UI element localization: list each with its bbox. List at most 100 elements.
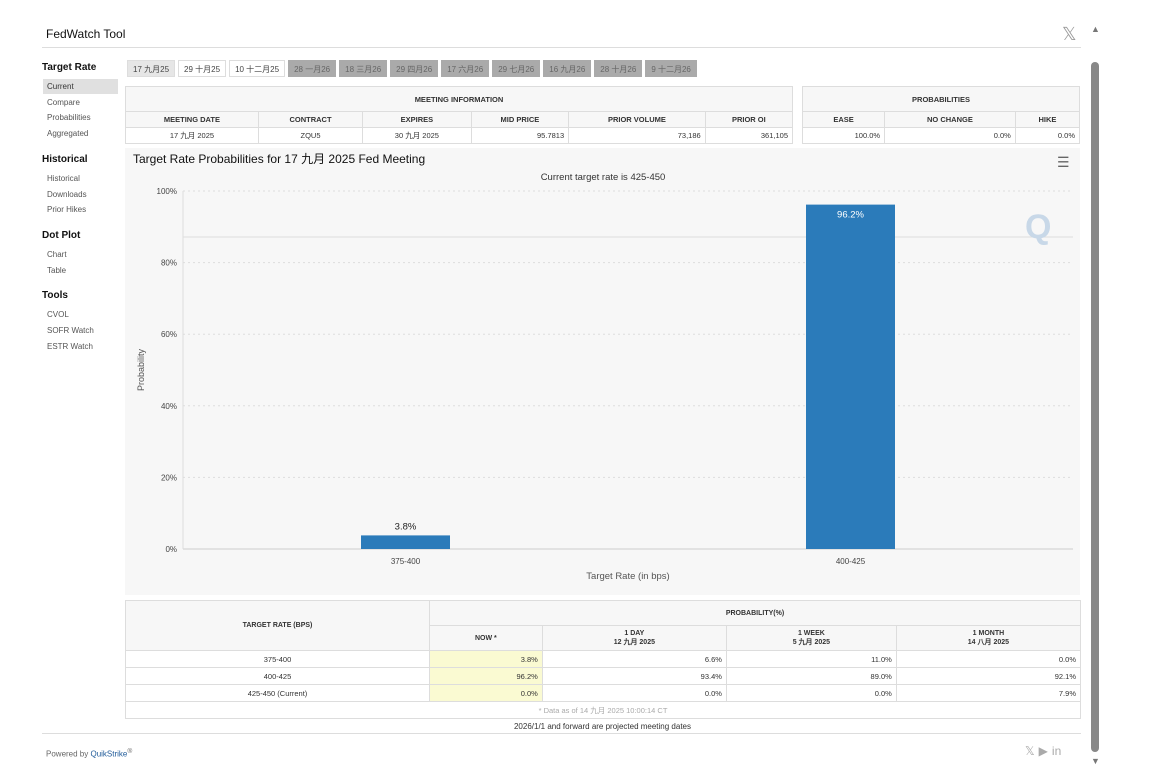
meeting-tab[interactable]: 28 十月26 (594, 60, 643, 77)
column-header: CONTRACT (257, 111, 364, 128)
table-cell: ZQU5 (257, 127, 364, 144)
table-cell: 95.7813 (470, 127, 570, 144)
prob-cell: 0.0% (725, 684, 897, 702)
chart-title: Target Rate Probabilities for 17 九月 2025… (133, 152, 425, 166)
table-cell: 0.0% (884, 127, 1016, 144)
sidebar-item-chart[interactable]: Chart (47, 249, 67, 259)
quikstrike-link[interactable]: QuikStrike (90, 749, 128, 759)
col-label: 1 DAY (624, 629, 645, 637)
rate-cell: 400-425 (125, 667, 430, 685)
probability-table: TARGET RATE (BPS) PROBABILITY(%) NOW * 1 … (125, 600, 1082, 719)
column-header: HIKE (1014, 111, 1081, 128)
prob-cell: 3.8% (429, 650, 543, 668)
prob-cell: 96.2% (429, 667, 543, 685)
watermark-q-logo: Q (1025, 208, 1051, 246)
y-tick-label: 20% (161, 473, 177, 482)
meeting-tab[interactable]: 9 十二月26 (645, 60, 697, 77)
y-tick-label: 80% (161, 259, 177, 268)
meeting-info-title: MEETING INFORMATION (125, 86, 793, 112)
meeting-tab[interactable]: 17 九月25 (127, 60, 176, 77)
sidebar-heading: Dot Plot (42, 229, 81, 241)
column-header: NOW * (429, 625, 543, 651)
y-axis-title: Probability (136, 348, 146, 391)
table-row: 375-400 3.8% 6.6% 11.0% 0.0% (125, 650, 1082, 668)
table-cell: 30 九月 2025 (362, 127, 472, 144)
x-icon[interactable]: 𝕏 (1025, 744, 1035, 758)
column-header: EXPIRES (362, 111, 472, 128)
meeting-tab[interactable]: 29 七月26 (492, 60, 541, 77)
x-logo-icon[interactable]: 𝕏 (1062, 24, 1077, 44)
y-tick-label: 60% (161, 330, 177, 339)
column-header: 1 DAY 12 九月 2025 (541, 625, 727, 651)
sidebar-item-sofr-watch[interactable]: SOFR Watch (47, 326, 94, 335)
meeting-tab[interactable]: 29 十月25 (178, 60, 227, 77)
sidebar-item-aggregated[interactable]: Aggregated (47, 129, 89, 139)
sidebar-item-current[interactable]: Current (43, 79, 118, 94)
meeting-tab[interactable]: 16 九月26 (543, 60, 592, 77)
youtube-icon[interactable]: ▶ (1038, 744, 1048, 758)
hamburger-menu-icon[interactable]: ☰ (1057, 154, 1070, 170)
y-tick-label: 100% (157, 187, 177, 196)
sidebar-item-prior-hikes[interactable]: Prior Hikes (47, 205, 87, 215)
sidebar-item-downloads[interactable]: Downloads (47, 189, 87, 199)
column-header: PRIOR VOLUME (568, 111, 706, 128)
sidebar-item-compare[interactable]: Compare (47, 97, 80, 107)
col-label: 1 WEEK (797, 629, 825, 637)
probabilities-title: PROBABILITIES (802, 86, 1080, 112)
sidebar-heading: Tools (42, 290, 68, 302)
sidebar-item-historical[interactable]: Historical (47, 173, 80, 183)
table-cell: 17 九月 2025 (125, 127, 259, 144)
table-row: 400-425 96.2% 93.4% 89.0% 92.1% (125, 667, 1082, 685)
sidebar-item-table[interactable]: Table (47, 265, 67, 275)
column-header: MID PRICE (470, 111, 570, 128)
column-header: 1 WEEK 5 九月 2025 (725, 625, 897, 651)
prob-cell: 7.9% (895, 684, 1082, 702)
prob-cell: 0.0% (541, 684, 727, 702)
chart-subtitle: Current target rate is 425-450 (541, 172, 666, 183)
sidebar-heading: Target Rate (42, 62, 97, 73)
column-header: NO CHANGE (884, 111, 1016, 128)
scrollbar[interactable] (1091, 62, 1099, 752)
linkedin-icon[interactable]: in (1051, 744, 1062, 758)
meeting-info-table: MEETING INFORMATION MEETING DATE CONTRACT… (125, 86, 794, 144)
reg-mark: ® (127, 748, 133, 755)
col-date: 5 九月 2025 (792, 638, 831, 646)
rate-cell: 375-400 (125, 650, 430, 668)
footnote: 2026/1/1 and forward are projected meeti… (513, 722, 691, 731)
page-title: FedWatch Tool (46, 27, 126, 41)
col-label: 1 MONTH (972, 629, 1005, 637)
x-tick-label: 375-400 (391, 557, 421, 566)
rate-header: TARGET RATE (BPS) (125, 600, 430, 651)
data-note: * Data as of 14 九月 2025 10:00:14 CT (125, 701, 1081, 719)
table-row: 425-450 (Current) 0.0% 0.0% 0.0% 7.9% (125, 684, 1082, 702)
chart-panel: Target Rate Probabilities for 17 九月 2025… (125, 148, 1080, 595)
meeting-tab[interactable]: 28 一月26 (288, 60, 337, 77)
table-cell: 73,186 (568, 127, 706, 144)
rate-cell: 425-450 (Current) (125, 684, 430, 702)
prob-header: PROBABILITY(%) (429, 600, 1081, 626)
meeting-tab[interactable]: 17 六月26 (441, 60, 490, 77)
scroll-up-icon[interactable]: ▲ (1091, 24, 1100, 34)
meeting-tab[interactable]: 29 四月26 (390, 60, 439, 77)
table-cell: 0.0% (1014, 127, 1081, 144)
prob-cell: 92.1% (895, 667, 1082, 685)
sidebar-item-probabilities[interactable]: Probabilities (47, 113, 91, 123)
bar-375-400 (361, 535, 450, 549)
prob-cell: 89.0% (725, 667, 897, 685)
col-label: NOW * (475, 634, 497, 642)
meeting-tab[interactable]: 10 十二月25 (229, 60, 286, 77)
sidebar-item-estr-watch[interactable]: ESTR Watch (47, 341, 93, 351)
prob-cell: 0.0% (895, 650, 1082, 668)
x-tick-label: 400-425 (836, 557, 866, 566)
meeting-tab[interactable]: 18 三月26 (339, 60, 388, 77)
column-header: 1 MONTH 14 八月 2025 (895, 625, 1082, 651)
col-date: 14 八月 2025 (967, 638, 1010, 646)
scroll-down-icon[interactable]: ▼ (1091, 756, 1100, 766)
social-links: 𝕏 ▶ in (1025, 744, 1061, 758)
y-tick-label: 0% (165, 545, 177, 554)
powered-by: Powered by QuikStrike® (46, 748, 132, 759)
probabilities-table: PROBABILITIES EASE NO CHANGE HIKE 100.0% 0.0… (801, 86, 1081, 144)
sidebar-heading: Historical (42, 153, 88, 165)
prob-cell: 6.6% (541, 650, 727, 668)
sidebar-item-cvol[interactable]: CVOL (47, 310, 69, 320)
